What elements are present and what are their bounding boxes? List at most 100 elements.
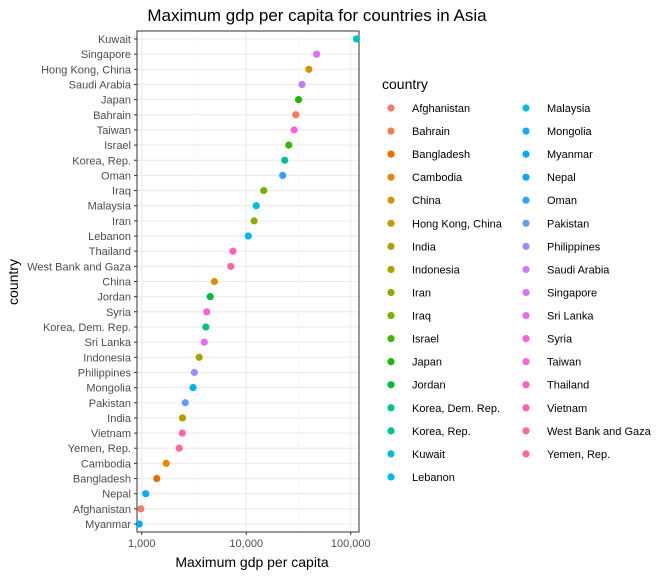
chart-title: Maximum gdp per capita for countries in …: [147, 6, 487, 25]
legend-label: Mongolia: [547, 126, 593, 138]
data-point: [200, 338, 208, 346]
legend-label: Singapore: [547, 287, 597, 299]
y-tick-label: Vietnam: [91, 428, 131, 440]
legend-key: [522, 311, 530, 320]
legend-label: Taiwan: [547, 357, 581, 369]
legend-item: Vietnam: [522, 403, 587, 415]
legend-key: [387, 381, 395, 389]
data-point: [137, 505, 145, 513]
data-point: [178, 414, 187, 422]
y-tick-label: West Bank and Gaza: [27, 261, 132, 273]
legend-key: [387, 150, 395, 158]
legend-item: Taiwan: [522, 357, 581, 369]
data-point: [252, 202, 260, 210]
y-axis-ticks: Kuwait Singapore Hong Kong, China Saudi Ara…: [27, 34, 137, 531]
legend-item: West Bank and Gaza: [522, 426, 652, 438]
y-tick-label: Malaysia: [88, 201, 132, 213]
data-point: [135, 520, 143, 528]
y-tick-label: Syria: [106, 307, 132, 319]
legend-item: Cambodia: [387, 172, 463, 184]
y-tick-label: Korea, Rep.: [72, 155, 131, 167]
legend-label: China: [412, 195, 442, 207]
y-tick-label: Cambodia: [81, 458, 132, 470]
legend-key: [387, 288, 395, 297]
legend-label: Indonesia: [412, 264, 461, 276]
legend-label: West Bank and Gaza: [547, 426, 652, 438]
legend-item: Saudi Arabia: [522, 264, 610, 276]
legend-label: India: [412, 241, 437, 253]
legend-item: Lebanon: [387, 472, 455, 484]
y-tick-label: Bangladesh: [73, 474, 131, 486]
legend-label: Bahrain: [412, 126, 450, 138]
legend-key: [387, 311, 395, 320]
legend-key: [387, 473, 395, 481]
legend-key: [387, 173, 395, 181]
legend-item: Israel: [387, 334, 439, 346]
legend-label: Hong Kong, China: [412, 218, 503, 230]
legend-item: Kuwait: [387, 449, 445, 461]
legend-item: Sri Lanka: [522, 311, 594, 323]
legend-key: [522, 150, 530, 158]
legend-key: [522, 358, 530, 366]
legend-label: Jordan: [412, 380, 446, 392]
legend-item: Yemen, Rep.: [522, 449, 610, 461]
legend-label: Sri Lanka: [547, 311, 594, 323]
legend-item: Nepal: [522, 172, 576, 184]
data-point: [175, 444, 183, 452]
y-tick-label: Nepal: [102, 489, 131, 501]
legend-item: India: [387, 241, 437, 253]
legend-key: [387, 404, 395, 412]
legend-key: [522, 404, 530, 412]
legend-item: Korea, Dem. Rep.: [387, 403, 500, 415]
legend-item: Oman: [522, 195, 577, 207]
legend-label: Myanmar: [547, 149, 593, 161]
legend-label: Nepal: [547, 172, 576, 184]
legend-item: Myanmar: [522, 149, 593, 161]
y-tick-label: Myanmar: [85, 519, 131, 531]
data-point: [244, 232, 252, 240]
data-point: [229, 247, 237, 255]
y-tick-label: Iraq: [112, 186, 131, 198]
legend-item: Afghanistan: [387, 103, 470, 115]
y-tick-label: Saudi Arabia: [69, 79, 132, 91]
y-tick-label: Oman: [101, 170, 131, 182]
y-tick-label: Bahrain: [93, 110, 131, 122]
y-tick-label: Indonesia: [83, 352, 132, 364]
legend-label: Korea, Dem. Rep.: [412, 403, 500, 415]
data-point: [313, 50, 321, 58]
legend-key: [522, 265, 530, 274]
legend-key: [522, 242, 530, 250]
data-point: [294, 96, 303, 104]
data-point: [162, 459, 170, 467]
legend-item: Malaysia: [522, 103, 591, 115]
legend-key: [387, 219, 395, 227]
y-tick-label: Israel: [104, 140, 131, 152]
data-point: [279, 171, 287, 180]
legend-item: Pakistan: [522, 218, 589, 230]
legend-item: Iraq: [387, 311, 431, 323]
y-tick-label: Singapore: [81, 49, 131, 61]
y-tick-label: Iran: [112, 216, 131, 228]
legend-item: Iran: [387, 287, 431, 299]
legend-key: [387, 127, 395, 135]
y-tick-label: Lebanon: [88, 231, 131, 243]
y-tick-label: Hong Kong, China: [41, 64, 132, 76]
legend-item: Thailand: [522, 380, 589, 392]
y-tick-label: India: [107, 413, 132, 425]
legend-item: Philippines: [522, 241, 601, 253]
x-axis-title: Maximum gdp per capita: [175, 554, 329, 570]
data-point: [250, 217, 258, 225]
x-tick-label: 1,000: [128, 538, 156, 550]
legend-key: [522, 335, 530, 343]
y-tick-label: Jordan: [97, 292, 131, 304]
legend-key: [387, 196, 395, 204]
legend-item: Bahrain: [387, 126, 450, 138]
legend-label: Malaysia: [547, 103, 591, 115]
legend-key: [522, 219, 530, 227]
legend-item: China: [387, 195, 442, 207]
data-point: [227, 262, 235, 270]
y-tick-label: Thailand: [89, 246, 131, 258]
legend-label: Iraq: [412, 311, 431, 323]
y-tick-label: Sri Lanka: [85, 337, 132, 349]
